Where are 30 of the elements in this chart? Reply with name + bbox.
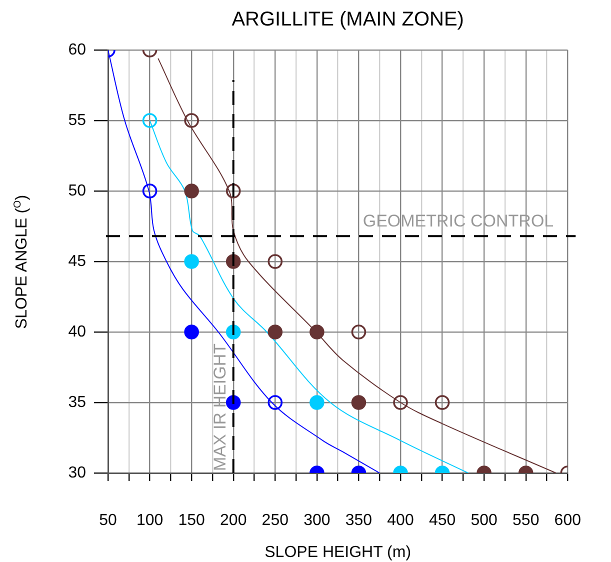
point — [351, 324, 366, 340]
ref-line-label: MAX IR HEIGHT — [210, 343, 230, 471]
point — [226, 184, 241, 198]
y-tick-label: 45 — [68, 252, 86, 270]
x-tick-label: 600 — [554, 512, 582, 530]
point — [184, 324, 199, 340]
y-tick-label: 40 — [68, 323, 86, 340]
y-tick-label: 55 — [68, 112, 86, 129]
x-tick-label: 350 — [345, 512, 372, 530]
point — [268, 324, 283, 340]
x-axis-title: SLOPE HEIGHT (m) — [264, 544, 412, 561]
y-tick-label: 50 — [68, 182, 86, 200]
x-tick-label: 100 — [136, 512, 164, 530]
point — [184, 184, 199, 198]
y-tick-label: 60 — [68, 41, 86, 58]
x-tick-label: 250 — [262, 512, 289, 530]
x-tick-label: 200 — [220, 512, 247, 530]
point — [268, 254, 283, 269]
y-tick-label: 35 — [68, 394, 86, 411]
x-tick-label: 150 — [178, 512, 206, 530]
point — [310, 324, 324, 340]
x-tick-label: 550 — [512, 512, 540, 530]
x-tick-label: 500 — [470, 512, 498, 530]
point — [184, 254, 199, 269]
x-tick-label: 50 — [99, 512, 117, 530]
y-tick-label: 30 — [68, 464, 86, 482]
x-tick-label: 400 — [387, 512, 414, 530]
x-tick-label: 300 — [304, 512, 330, 530]
x-tick-label: 450 — [428, 512, 456, 530]
chart-title: ARGILLITE (MAIN ZONE) — [232, 8, 464, 31]
